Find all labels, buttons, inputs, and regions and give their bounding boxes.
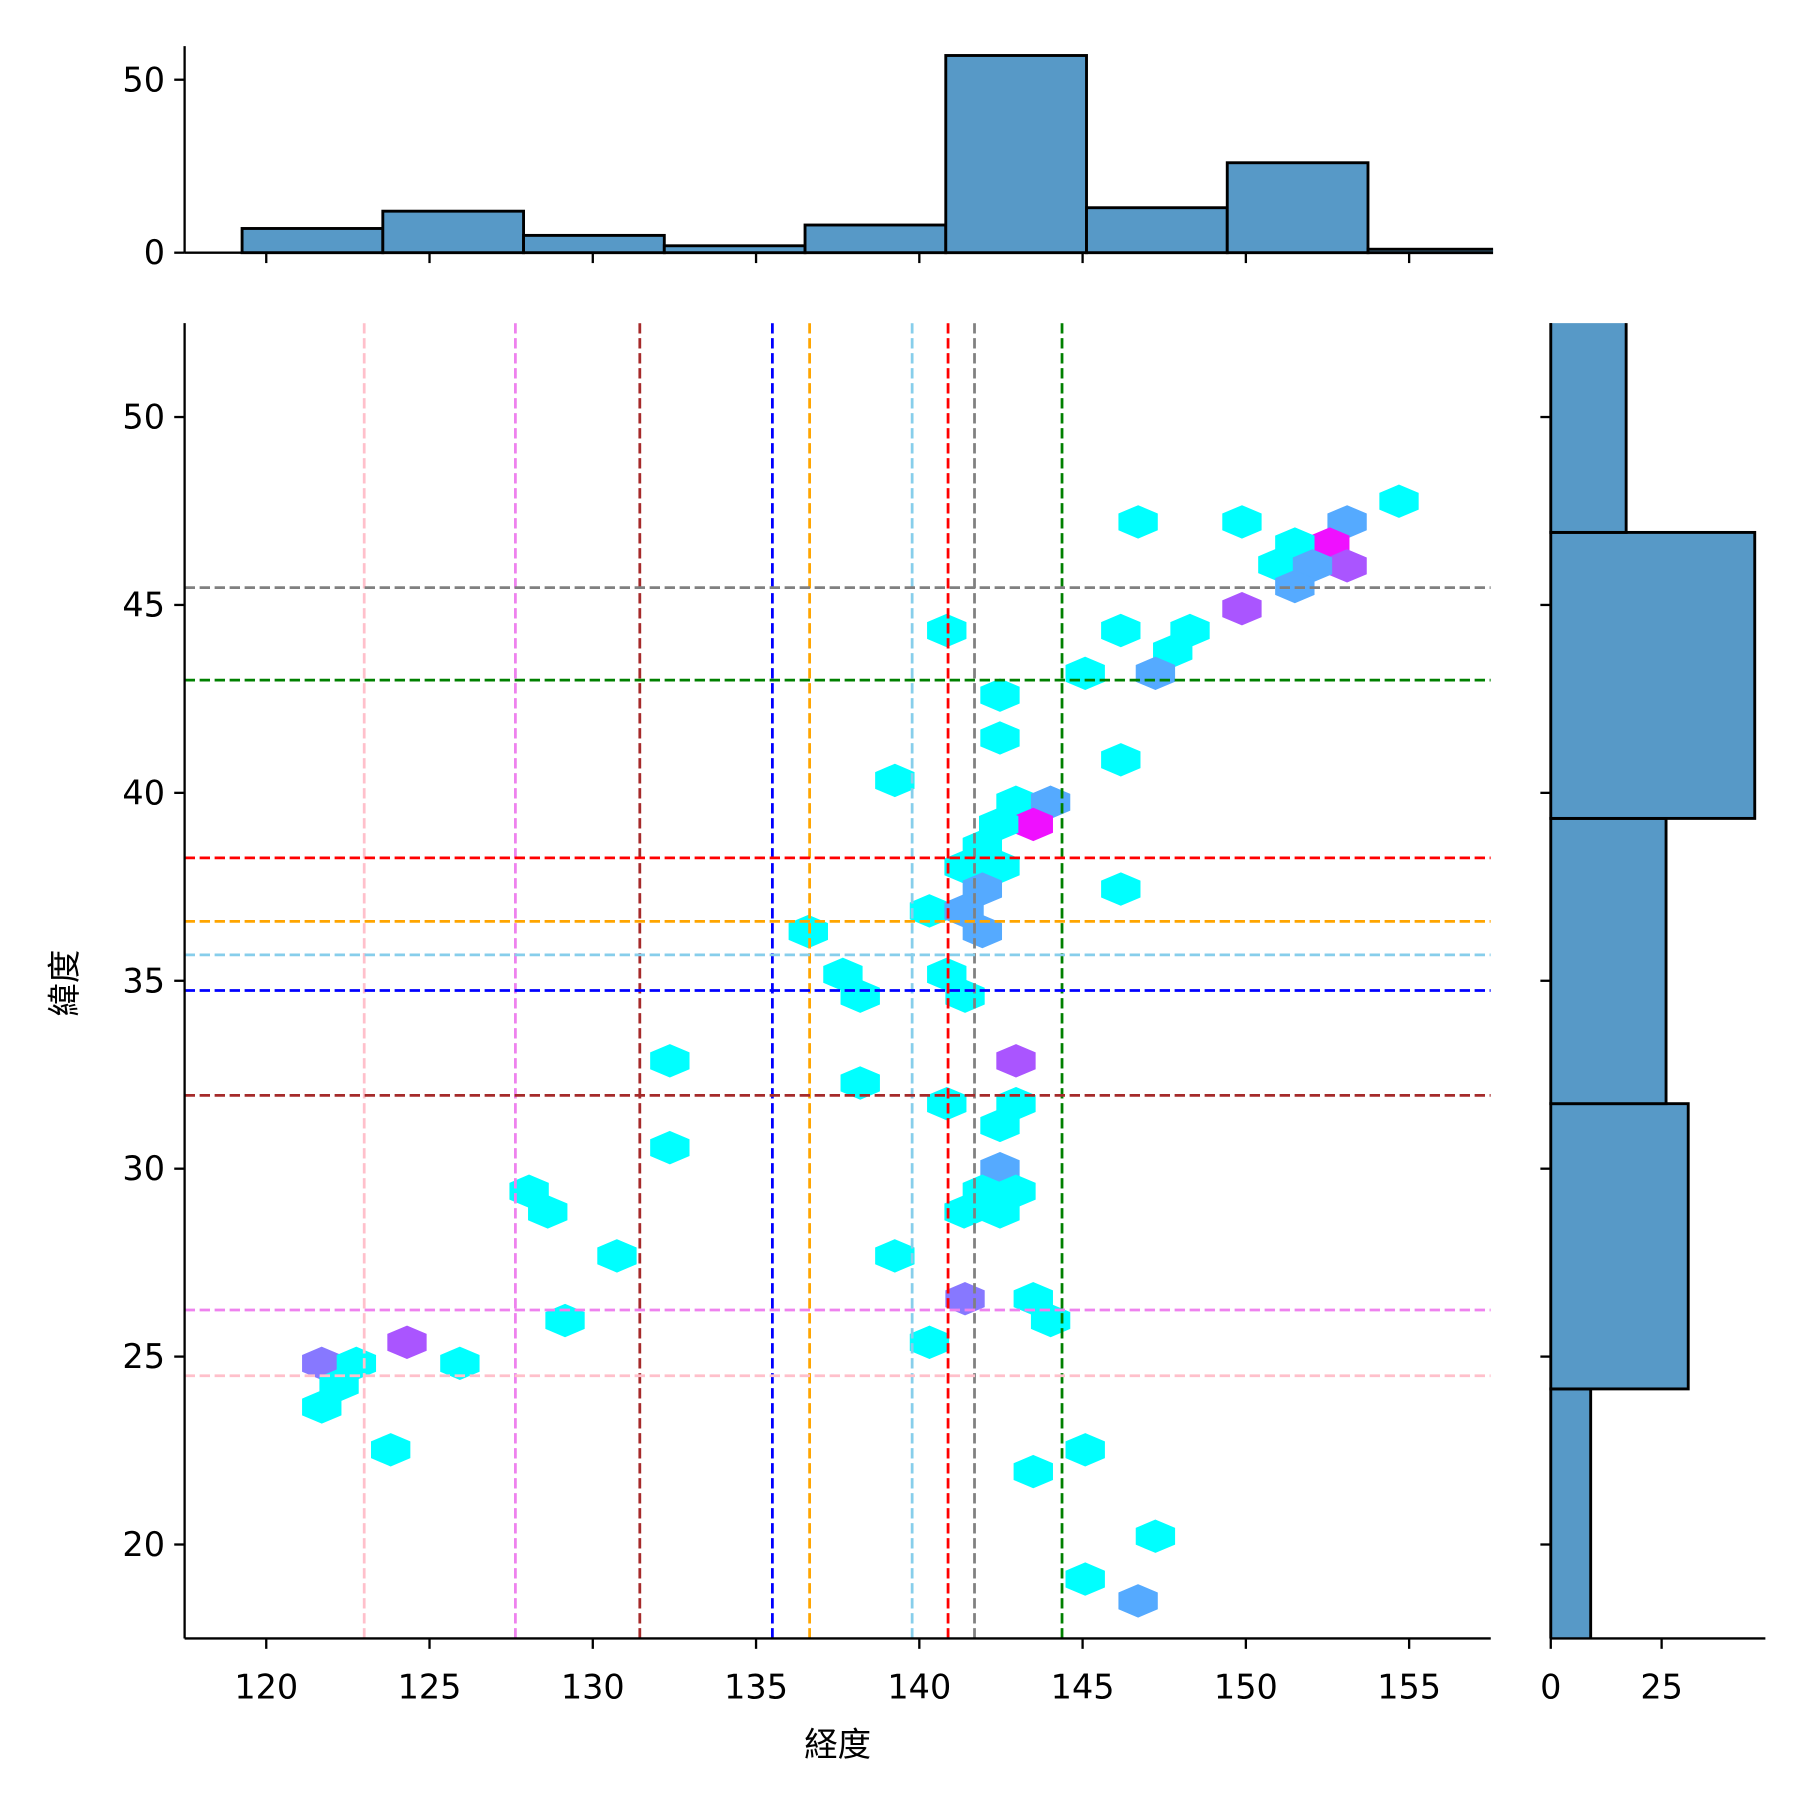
hexbin-cell (980, 678, 1020, 712)
hexbin-cell (1030, 1303, 1071, 1338)
top-hist-bar (522, 233, 666, 255)
hexbin-cell (1101, 743, 1141, 777)
y-tick-label: 45 (122, 585, 165, 624)
hexbin-cell (1135, 1519, 1176, 1553)
right-hist-bar (1549, 1102, 1690, 1391)
hexbin-cell (1379, 484, 1419, 518)
hexbin-cell (302, 1390, 342, 1424)
top-hist-bar (803, 223, 948, 255)
x-tick-label: 120 (234, 1667, 298, 1706)
top-hist-bar (1225, 161, 1370, 255)
hexbin-cell (370, 1433, 411, 1467)
hexbin-cell (1013, 1454, 1053, 1489)
x-tick-label: 130 (561, 1667, 625, 1706)
top-hist-bars (240, 54, 1494, 255)
hexbin-cell (980, 1195, 1020, 1229)
x-tick-label: 150 (1214, 1667, 1278, 1706)
hexbin-cell (980, 1108, 1020, 1143)
right-hist-bar (1549, 530, 1757, 820)
hexbin-cell (962, 914, 1003, 949)
top-hist-y-tick-label: 0 (144, 233, 165, 272)
x-tick-label: 155 (1377, 1667, 1441, 1706)
right-hist-bar (1549, 323, 1628, 534)
hexbin-cell (1065, 1433, 1105, 1467)
hexbin-cell (1101, 872, 1141, 906)
right-hist-bar (1549, 1387, 1593, 1639)
hexbin-cell (1065, 1562, 1105, 1596)
right-histogram (1549, 323, 1757, 1639)
x-tick-label: 140 (887, 1667, 951, 1706)
y-tick-label: 35 (122, 961, 165, 1000)
hexbin-cell (1222, 592, 1262, 626)
hexbin-cell (1118, 505, 1158, 539)
hexbin-cell (528, 1195, 568, 1229)
x-tick-label: 145 (1051, 1667, 1115, 1706)
right-hist-x-tick-label: 25 (1640, 1667, 1683, 1706)
y-tick-label: 40 (122, 773, 165, 812)
hexbin-cell (1135, 656, 1176, 691)
top-hist-y-tick-label: 50 (122, 60, 165, 99)
top-hist-bar (381, 209, 526, 255)
hexbin-cell (1101, 613, 1141, 648)
hexbin-cell (650, 1044, 690, 1078)
y-tick-label: 30 (122, 1149, 165, 1188)
right-hist-bar (1549, 816, 1668, 1106)
hexbin-cell (875, 1239, 915, 1273)
axes: 120 125 130 135 140 145 150 155 20 25 30 35 40 45 50 0 5… (122, 46, 1766, 1706)
main-plot-area (184, 323, 1491, 1639)
hexbin-cell (840, 979, 880, 1013)
hexbin-cell (1118, 1584, 1158, 1618)
y-tick-label: 20 (122, 1525, 165, 1564)
hexbin-cell (440, 1346, 480, 1381)
top-hist-bar (240, 227, 385, 255)
hexbin-cell (996, 1044, 1036, 1078)
hexbin-cell (909, 1325, 950, 1360)
hexbin-cell (1065, 656, 1105, 691)
hexbin-cell (1222, 505, 1262, 539)
right-hist-x-tick-label: 0 (1540, 1667, 1561, 1706)
top-histogram (240, 54, 1494, 255)
main-hexbin-plot (184, 323, 1491, 1639)
right-hist-bars (1549, 323, 1757, 1639)
top-hist-bar (1085, 206, 1229, 255)
y-tick-label: 25 (122, 1337, 165, 1376)
hexbin-cell (387, 1325, 427, 1360)
hexbin-cell (980, 721, 1020, 755)
y-axis-label: 緯度 (45, 950, 84, 1017)
x-tick-label: 135 (724, 1667, 788, 1706)
x-tick-label: 125 (398, 1667, 462, 1706)
hexbin-cell (840, 1066, 880, 1100)
y-tick-label: 50 (122, 398, 165, 437)
hexbin-cell (597, 1239, 637, 1273)
hexbin-cell (545, 1303, 585, 1338)
top-hist-bar (944, 54, 1088, 255)
x-axis-label: 経度 (804, 1725, 871, 1764)
hexbin-cell (875, 763, 915, 798)
hexbin-cell (650, 1130, 690, 1165)
